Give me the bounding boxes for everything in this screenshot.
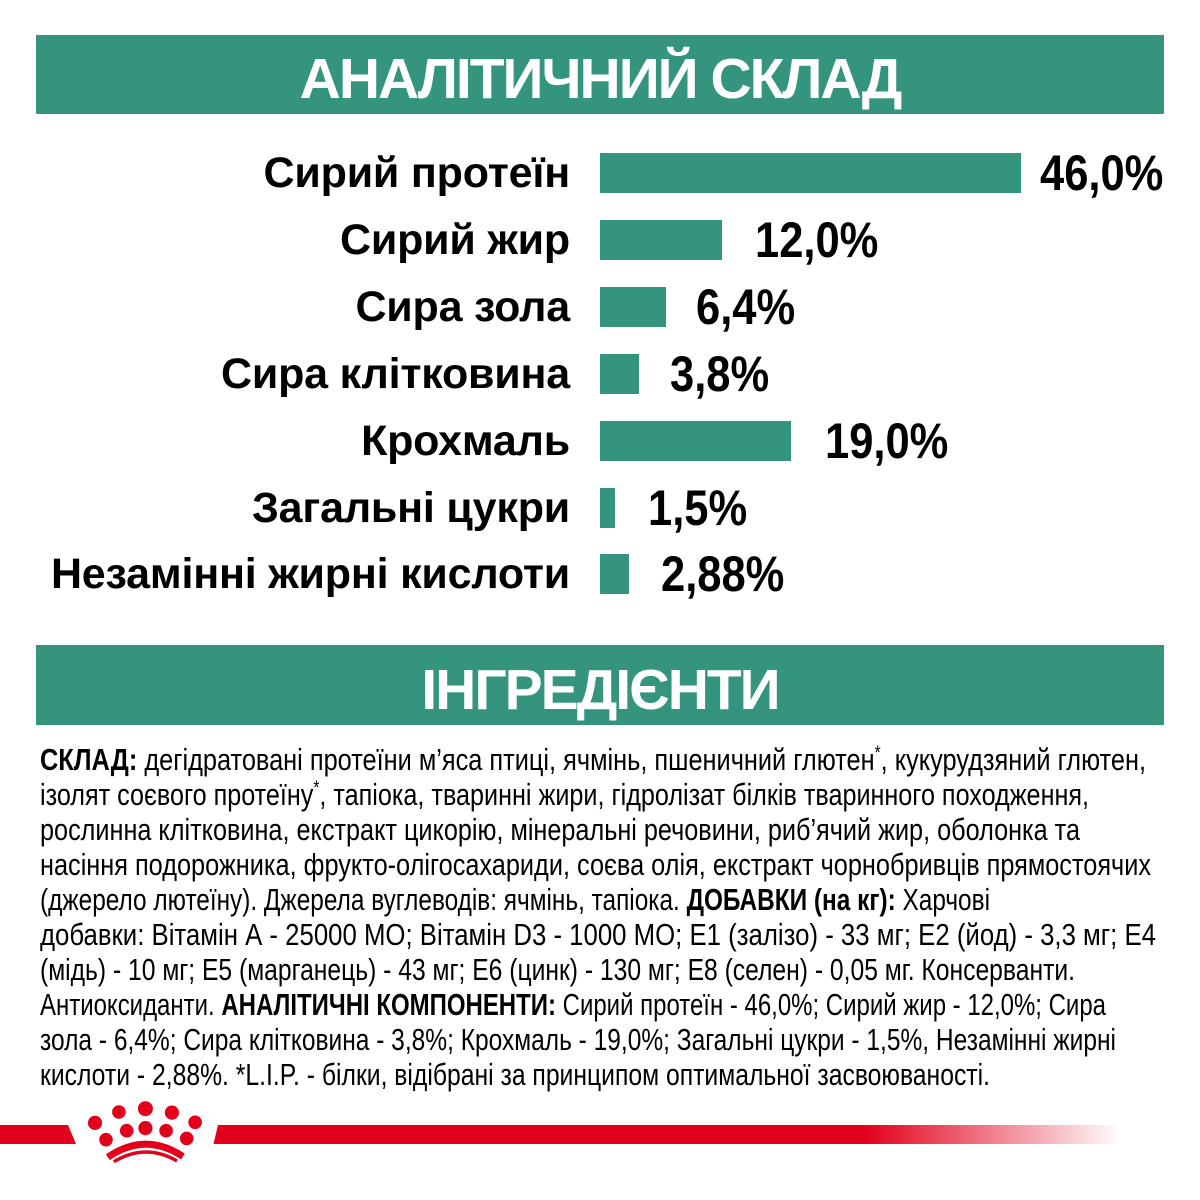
royal-canin-crown-logo [87, 1101, 202, 1164]
bold-text-segment: АНАЛІТИЧНІ КОМПОНЕНТИ: [221, 987, 563, 1022]
text-segment: кислоти - 2,88%. *L.I.P. - білки, відібр… [40, 1057, 990, 1092]
text-line: Антиоксиданти. АНАЛІТИЧНІ КОМПОНЕНТИ: Си… [40, 987, 1164, 1022]
value-label: 2,88% [661, 546, 785, 602]
text-line: добавки: Вітамін А - 25000 МО; Вітамін D… [40, 917, 1164, 952]
text-line: СКЛАД: дегідратовані протеїни м’яса птиц… [40, 742, 1164, 777]
text-line-content: (мідь) - 10 мг; Е5 (марганець) - 43 мг; … [40, 952, 1075, 987]
superscript-asterisk: * [313, 778, 320, 799]
composition-bar-chart: Сирий протеїн 46,0% Сирий жир 12,0% Сира зол… [0, 145, 1200, 613]
chart-row: Сира клітковина 3,8% [0, 346, 1200, 402]
value-label: 3,8% [670, 346, 770, 402]
value-label: 19,0% [825, 413, 949, 469]
text-segment: Харчові [902, 882, 990, 917]
value-bar [600, 421, 791, 461]
text-segment: , кукурудзяний глютен, [880, 742, 1146, 777]
text-line-content: насіння подорожника, фрукто-олігосахарид… [40, 847, 1151, 882]
text-line: (джерело лютеїну). Джерела вуглеводів: я… [40, 882, 1164, 917]
value-label: 46,0% [1040, 145, 1164, 201]
value-bar [600, 153, 1021, 193]
text-segment: насіння подорожника, фрукто-олігосахарид… [40, 847, 1151, 882]
chart-row: Сирий протеїн 46,0% [0, 145, 1200, 201]
chart-row: Крохмаль 19,0% [0, 413, 1200, 469]
chart-row: Незамінні жирні кислоти 2,88% [0, 546, 1200, 602]
value-bar [600, 287, 666, 327]
value-bar [600, 220, 722, 260]
text-line-content: СКЛАД: дегідратовані протеїни м’яса птиц… [40, 742, 1146, 777]
brand-stripe-left [0, 1125, 76, 1144]
ingredients-title: ІНГРЕДІЄНТИ [421, 657, 780, 722]
text-line-content: рослинна клітковина, екстракт цикорію, м… [40, 812, 1080, 847]
text-segment: рослинна клітковина, екстракт цикорію, м… [40, 812, 1080, 847]
ingredients-header: ІНГРЕДІЄНТИ [36, 645, 1164, 725]
text-line-content: ізолят соєвого протеїну*, тапіока, твари… [40, 777, 1089, 812]
ingredients-paragraph: СКЛАД: дегідратовані протеїни м’яса птиц… [40, 742, 1164, 1092]
bold-text-segment: ДОБАВКИ (на кг): [686, 882, 903, 917]
chart-row: Сира зола 6,4% [0, 279, 1200, 335]
brand-stripe-right [213, 1125, 1170, 1144]
text-line: кислоти - 2,88%. *L.I.P. - білки, відібр… [40, 1057, 1164, 1092]
analytical-composition-title: АНАЛІТИЧНИЙ СКЛАД [299, 46, 903, 111]
text-line-content: Антиоксиданти. АНАЛІТИЧНІ КОМПОНЕНТИ: Си… [40, 987, 1106, 1022]
text-line-content: добавки: Вітамін А - 25000 МО; Вітамін D… [40, 917, 1156, 952]
row-label: Сирий жир [340, 216, 570, 264]
crown-dots [87, 1101, 202, 1147]
text-segment: , тапіока, тваринні жири, гідролізат біл… [319, 777, 1089, 812]
text-line: рослинна клітковина, екстракт цикорію, м… [40, 812, 1164, 847]
row-label: Сирий протеїн [263, 149, 571, 197]
value-bar [600, 488, 615, 528]
text-segment: зола - 6,4%; Сира клітковина - 3,8%; Кро… [40, 1022, 1116, 1057]
row-label: Незамінні жирні кислоти [50, 550, 570, 598]
text-segment: (мідь) - 10 мг; Е5 (марганець) - 43 мг; … [40, 952, 1075, 987]
row-label: Загальні цукри [251, 484, 570, 532]
bold-text-segment: СКЛАД: [40, 742, 145, 777]
row-label: Крохмаль [361, 417, 570, 465]
value-bar [600, 554, 629, 594]
value-label: 6,4% [696, 279, 796, 335]
text-segment: Антиоксиданти. [40, 987, 222, 1022]
row-label: Сира клітковина [221, 350, 570, 398]
text-segment: Сирий протеїн - 46,0%; Сирий жир - 12,0%… [562, 987, 1106, 1022]
text-line-content: (джерело лютеїну). Джерела вуглеводів: я… [40, 882, 990, 917]
text-line: насіння подорожника, фрукто-олігосахарид… [40, 847, 1164, 882]
text-line: ізолят соєвого протеїну*, тапіока, твари… [40, 777, 1164, 812]
superscript-asterisk: * [874, 743, 881, 764]
chart-row: Загальні цукри 1,5% [0, 480, 1200, 536]
text-line: зола - 6,4%; Сира клітковина - 3,8%; Кро… [40, 1022, 1164, 1057]
text-segment: ізолят соєвого протеїну [40, 777, 314, 812]
text-line: (мідь) - 10 мг; Е5 (марганець) - 43 мг; … [40, 952, 1164, 987]
text-line-content: кислоти - 2,88%. *L.I.P. - білки, відібр… [40, 1057, 990, 1092]
crown-arcs [105, 1140, 185, 1164]
row-label: Сира зола [355, 283, 570, 331]
text-segment: добавки: Вітамін А - 25000 МО; Вітамін D… [40, 917, 1156, 952]
value-bar [600, 354, 639, 394]
text-line-content: зола - 6,4%; Сира клітковина - 3,8%; Кро… [40, 1022, 1116, 1057]
value-label: 1,5% [648, 480, 748, 536]
text-segment: дегідратовані протеїни м’яса птиці, ячмі… [144, 742, 875, 777]
chart-row: Сирий жир 12,0% [0, 212, 1200, 268]
analytical-composition-header: АНАЛІТИЧНИЙ СКЛАД [36, 35, 1164, 114]
text-segment: (джерело лютеїну). Джерела вуглеводів: я… [40, 882, 687, 917]
value-label: 12,0% [755, 212, 879, 268]
